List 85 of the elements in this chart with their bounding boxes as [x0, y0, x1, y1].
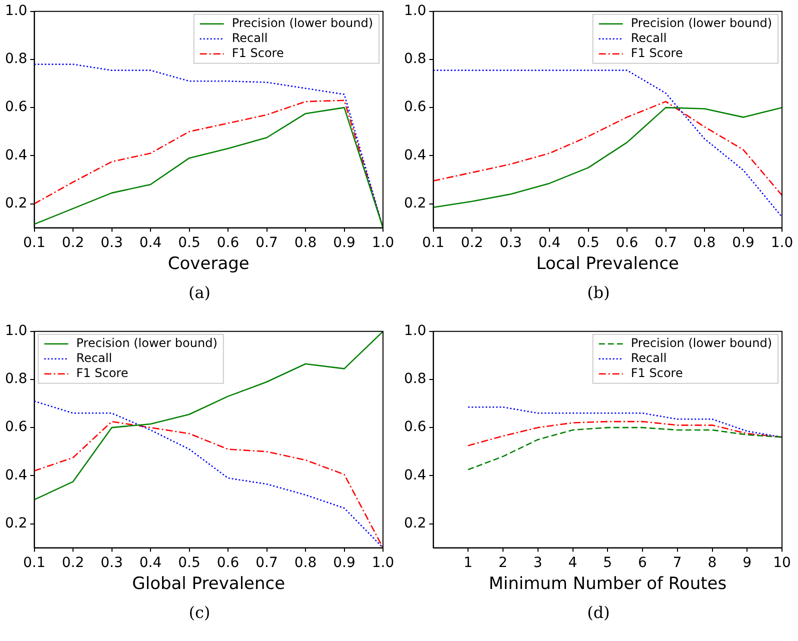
x-axis-title: Minimum Number of Routes [488, 574, 727, 594]
legend-label: F1 Score [232, 46, 284, 60]
x-tick-label: 0.5 [577, 234, 600, 251]
y-tick-label: 0.4 [5, 467, 28, 484]
x-tick-label: 10 [773, 554, 791, 571]
y-tick-label: 1.0 [5, 323, 28, 340]
legend-label: Recall [76, 351, 112, 366]
x-tick-label: 0.5 [178, 234, 200, 251]
y-tick-label: 1.0 [404, 3, 426, 20]
legend-label: Recall [630, 31, 667, 46]
y-tick-label: 0.2 [404, 515, 426, 532]
x-tick-label: 0.9 [732, 234, 754, 251]
x-tick-label: 0.5 [178, 554, 200, 571]
y-tick-label: 0.2 [5, 195, 28, 212]
x-tick-label: 0.3 [500, 234, 522, 251]
y-tick-label: 0.2 [404, 195, 426, 212]
line-series [433, 70, 782, 218]
x-tick-label: 0.2 [62, 234, 84, 251]
x-tick-label: 0.3 [100, 234, 123, 251]
x-tick-label: 4 [568, 554, 578, 571]
text: (a) [187, 283, 212, 302]
x-tick-label: 0.2 [62, 554, 84, 571]
line-series [433, 100, 782, 196]
y-tick-label: 0.8 [404, 51, 426, 68]
y-tick-label: 0.4 [404, 467, 426, 484]
line-series [467, 406, 782, 438]
x-tick-label: 0.1 [23, 554, 46, 571]
x-tick-label: 1.0 [372, 234, 394, 251]
text: (c) [188, 603, 212, 622]
legend-label: Precision (lower bound) [630, 16, 772, 30]
y-tick-label: 0.8 [5, 371, 28, 388]
x-tick-label: 7 [672, 554, 682, 571]
text: (d) [586, 603, 611, 622]
x-tick-label: 6 [638, 554, 648, 571]
y-tick-label: 0.6 [404, 99, 426, 116]
x-axis-title: Coverage [168, 254, 250, 274]
x-tick-label: 9 [742, 554, 752, 571]
y-tick-label: 0.6 [5, 99, 28, 116]
y-tick-label: 1.0 [5, 3, 28, 20]
y-tick-label: 0.2 [5, 515, 28, 532]
x-tick-label: 8 [708, 554, 717, 571]
text: (b) [586, 283, 611, 302]
legend-label: Precision (lower bound) [76, 336, 218, 350]
y-tick-label: 0.8 [5, 51, 28, 68]
x-tick-label: 0.8 [693, 234, 716, 251]
x-tick-label: 0.7 [654, 234, 677, 251]
legend-label: Precision (lower bound) [630, 336, 772, 350]
x-tick-label: 0.1 [422, 234, 444, 251]
x-axis-title: Local Prevalence [536, 254, 679, 274]
legend-label: Precision (lower bound) [232, 16, 374, 30]
x-tick-label: 2 [498, 554, 508, 571]
x-tick-label: 5 [603, 554, 612, 571]
x-tick-label: 0.9 [333, 234, 356, 251]
x-tick-label: 0.6 [216, 234, 240, 251]
x-tick-label: 0.1 [23, 234, 46, 251]
legend-label: F1 Score [630, 366, 683, 380]
x-axis-title: Global Prevalence [132, 574, 286, 594]
legend-label: Recall [232, 31, 268, 46]
legend-label: Recall [630, 351, 667, 366]
x-tick-label: 0.4 [139, 554, 162, 571]
x-tick-label: 0.2 [460, 234, 484, 251]
y-tick-label: 0.4 [404, 147, 426, 164]
x-tick-label: 0.8 [294, 234, 317, 251]
y-tick-label: 0.8 [404, 371, 426, 388]
x-tick-label: 0.6 [616, 234, 638, 251]
x-tick-label: 0.7 [256, 554, 278, 571]
x-tick-label: 0.7 [256, 234, 278, 251]
x-tick-label: 0.6 [216, 554, 240, 571]
line-series [467, 426, 782, 470]
y-tick-label: 0.6 [5, 419, 28, 436]
y-tick-label: 0.6 [404, 419, 426, 436]
x-tick-label: 0.4 [139, 234, 162, 251]
legend-label: F1 Score [630, 46, 683, 60]
line-series [467, 420, 782, 446]
x-tick-label: 1.0 [770, 234, 794, 251]
x-tick-label: 3 [533, 554, 542, 571]
x-tick-label: 1.0 [372, 554, 394, 571]
y-tick-label: 0.4 [5, 147, 28, 164]
x-tick-label: 0.9 [333, 554, 356, 571]
x-tick-label: 0.8 [294, 554, 317, 571]
x-tick-label: 0.4 [538, 234, 561, 251]
x-tick-label: 1 [464, 554, 473, 571]
y-tick-label: 1.0 [404, 323, 426, 340]
x-tick-label: 0.3 [100, 554, 123, 571]
legend-label: F1 Score [76, 366, 128, 380]
